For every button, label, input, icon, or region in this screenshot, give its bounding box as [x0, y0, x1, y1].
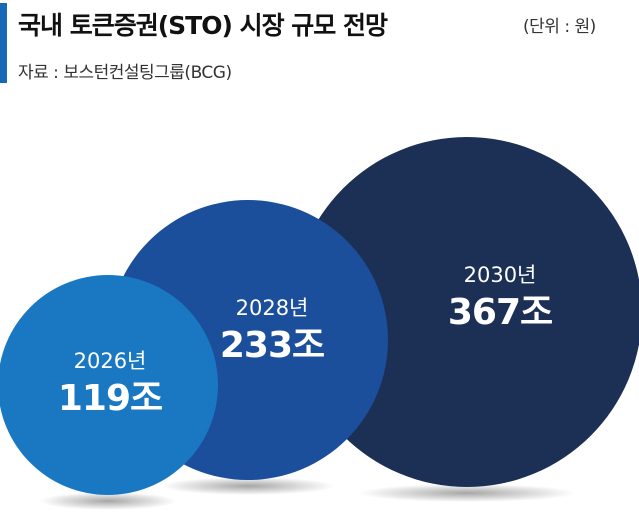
bubble-value-label-2028: 233조: [220, 325, 324, 366]
bubble-value-label-2030: 367조: [448, 292, 552, 333]
bubbles: [0, 137, 639, 495]
bubble-value-label-2026: 119조: [58, 378, 162, 419]
bubble-2026: [0, 275, 218, 495]
source-label: 자료 : 보스턴컨설팅그룹(BCG): [18, 63, 232, 83]
bubble-year-label-2026: 2026년: [74, 349, 147, 373]
bubble-shadow-2028: [161, 477, 335, 495]
bubble-2030: [292, 137, 639, 487]
bubble-year-label-2028: 2028년: [236, 296, 309, 320]
bubble-shadow-2026: [39, 492, 177, 510]
bubble-shadows: [39, 477, 576, 510]
title-accent-bar: [0, 3, 7, 83]
bubble-shadow-2030: [358, 484, 576, 502]
unit-label: (단위 : 원): [523, 17, 596, 37]
chart-title: 국내 토큰증권(STO) 시장 규모 전망: [18, 11, 388, 40]
bubble-labels: 2026년 119조 2028년 233조 2030년 367조: [58, 263, 553, 419]
bubble-year-label-2030: 2030년: [464, 263, 537, 287]
